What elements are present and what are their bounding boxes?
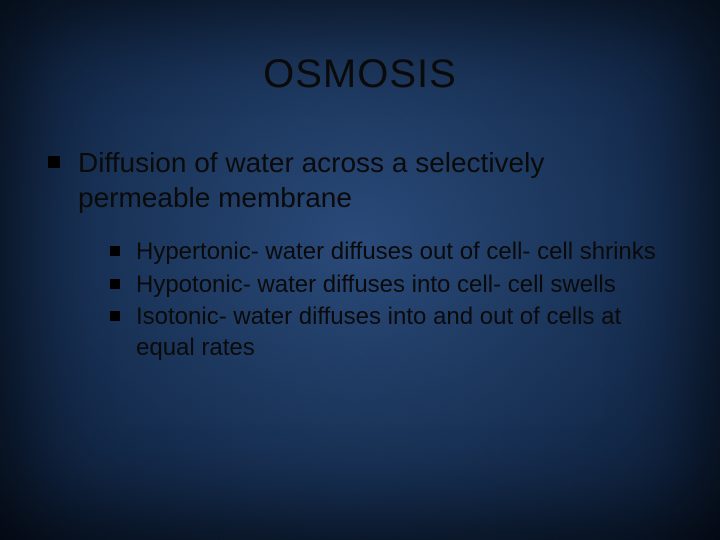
slide-body: Diffusion of water across a selectively … [0,97,720,364]
slide: OSMOSIS Diffusion of water across a sele… [0,0,720,540]
square-bullet-icon [110,246,120,256]
bullet-level1: Diffusion of water across a selectively … [48,145,672,215]
bullet-level2: Hypertonic- water diffuses out of cell- … [110,237,672,268]
level2-text: Hypertonic- water diffuses out of cell- … [136,237,656,268]
sub-bullet-list: Hypertonic- water diffuses out of cell- … [48,229,672,364]
slide-title: OSMOSIS [0,0,720,97]
square-bullet-icon [110,311,120,321]
square-bullet-icon [110,279,120,289]
bullet-level2: Isotonic- water diffuses into and out of… [110,302,672,363]
level2-text: Isotonic- water diffuses into and out of… [136,302,672,363]
bullet-level2: Hypotonic- water diffuses into cell- cel… [110,270,672,301]
level1-text: Diffusion of water across a selectively … [78,145,672,215]
square-bullet-icon [48,156,60,168]
level2-text: Hypotonic- water diffuses into cell- cel… [136,270,616,301]
